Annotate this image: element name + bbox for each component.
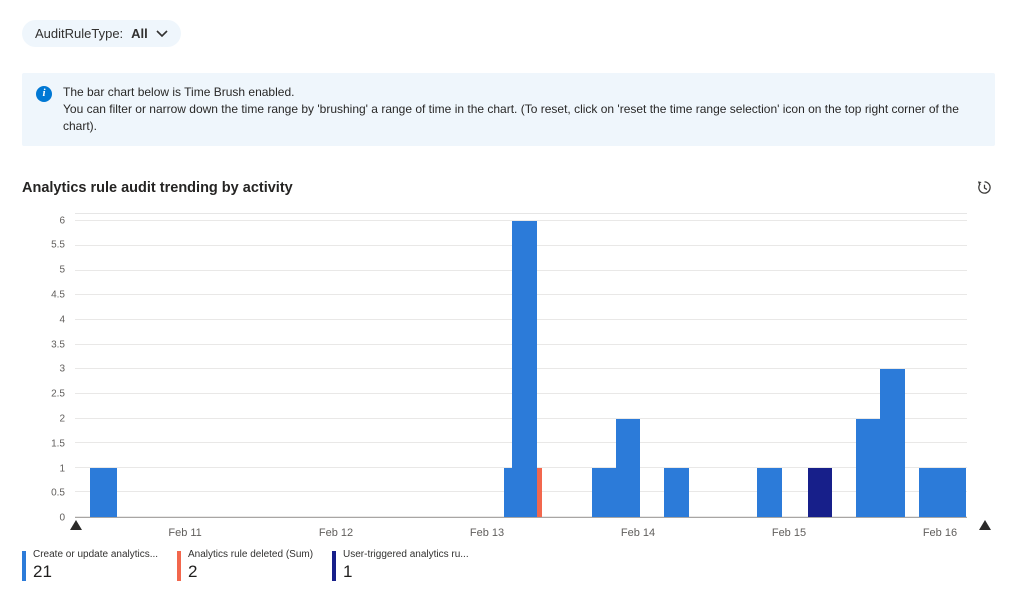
- legend-marker: [177, 551, 181, 581]
- legend-marker: [22, 551, 26, 581]
- bar-create[interactable]: [856, 419, 880, 518]
- bar-deleted[interactable]: [537, 468, 542, 517]
- workbook-page: AuditRuleType: All i The bar chart below …: [0, 0, 1017, 582]
- history-clock-icon: [976, 179, 993, 196]
- bar-create[interactable]: [512, 221, 537, 517]
- bar-create[interactable]: [664, 468, 689, 517]
- reset-time-range-icon[interactable]: [974, 177, 995, 198]
- filter-value: All: [131, 26, 148, 41]
- x-axis: Feb 11 Feb 12 Feb 13 Feb 14 Feb 15 Feb 16: [75, 518, 967, 542]
- bar-create[interactable]: [919, 468, 967, 517]
- legend-value: 2: [188, 562, 313, 582]
- y-axis-label: 2.5: [51, 389, 65, 400]
- banner-text: The bar chart below is Time Brush enable…: [63, 84, 981, 135]
- legend-value: 1: [343, 562, 469, 582]
- legend-item-create[interactable]: Create or update analytics... 21: [22, 549, 177, 582]
- x-axis-label: Feb 13: [470, 527, 504, 539]
- filter-label: AuditRuleType:: [35, 26, 123, 41]
- bar-create[interactable]: [757, 468, 782, 517]
- chart-title: Analytics rule audit trending by activit…: [22, 180, 293, 196]
- y-axis-label: 5: [59, 265, 65, 276]
- y-axis-label: 3: [59, 364, 65, 375]
- bar-create[interactable]: [880, 369, 905, 517]
- x-axis-label: Feb 11: [168, 527, 201, 539]
- x-axis-label: Feb 14: [621, 527, 655, 539]
- y-axis-label: 2: [59, 413, 65, 424]
- y-axis: 00.511.522.533.544.555.56: [22, 213, 75, 518]
- bar-create[interactable]: [504, 468, 512, 517]
- banner-line2: You can filter or narrow down the time r…: [63, 101, 981, 135]
- banner-line1: The bar chart below is Time Brush enable…: [63, 84, 981, 101]
- brush-handle-left[interactable]: [70, 520, 82, 530]
- audit-rule-type-filter[interactable]: AuditRuleType: All: [22, 20, 181, 47]
- legend-label: Create or update analytics...: [33, 549, 158, 560]
- bar-user[interactable]: [808, 468, 832, 517]
- y-axis-label: 4: [59, 314, 65, 325]
- legend-item-deleted[interactable]: Analytics rule deleted (Sum) 2: [177, 549, 332, 582]
- y-axis-label: 4.5: [51, 289, 65, 300]
- bar-create[interactable]: [592, 468, 616, 517]
- x-axis-label: Feb 16: [923, 527, 957, 539]
- legend-marker: [332, 551, 336, 581]
- legend-label: User-triggered analytics ru...: [343, 549, 469, 560]
- y-axis-label: 1: [59, 463, 65, 474]
- chart-header: Analytics rule audit trending by activit…: [22, 177, 995, 198]
- bar-create[interactable]: [90, 468, 117, 517]
- legend-item-user[interactable]: User-triggered analytics ru... 1: [332, 549, 487, 582]
- y-axis-label: 0.5: [51, 488, 65, 499]
- info-banner: i The bar chart below is Time Brush enab…: [22, 73, 995, 146]
- chevron-down-icon: [156, 30, 168, 37]
- legend-label: Analytics rule deleted (Sum): [188, 549, 313, 560]
- x-axis-label: Feb 12: [319, 527, 353, 539]
- y-axis-label: 6: [59, 215, 65, 226]
- chart-legend: Create or update analytics...21Analytics…: [22, 549, 995, 582]
- y-axis-label: 0: [59, 513, 65, 524]
- x-axis-label: Feb 15: [772, 527, 806, 539]
- brush-handle-right[interactable]: [979, 520, 991, 530]
- time-brush-chart: 00.511.522.533.544.555.56 Feb 11Feb 12Fe…: [22, 213, 995, 542]
- y-axis-label: 3.5: [51, 339, 65, 350]
- bar-create[interactable]: [616, 419, 640, 518]
- plot-area[interactable]: [75, 213, 967, 518]
- y-axis-label: 5.5: [51, 240, 65, 251]
- legend-value: 21: [33, 562, 158, 582]
- info-icon: i: [36, 86, 52, 102]
- y-axis-label: 1.5: [51, 438, 65, 449]
